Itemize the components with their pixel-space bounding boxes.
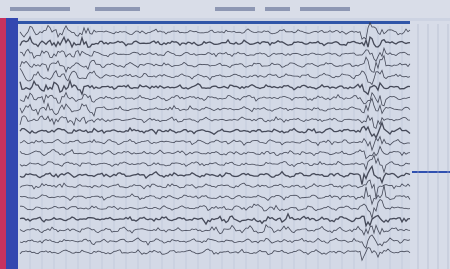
eeg-screen [0, 0, 450, 269]
left-panel [6, 18, 18, 269]
left-edge [0, 18, 6, 269]
toolbar-control [265, 7, 290, 11]
side-panel [410, 21, 450, 269]
trace-area [18, 24, 410, 269]
toolbar-control [215, 7, 255, 11]
toolbar-control [300, 7, 350, 11]
header-bar [18, 21, 410, 24]
toolbar-control [10, 7, 70, 11]
page: (() => { const data = JSON.parse(documen… [0, 0, 450, 269]
toolbar-control [95, 7, 140, 11]
